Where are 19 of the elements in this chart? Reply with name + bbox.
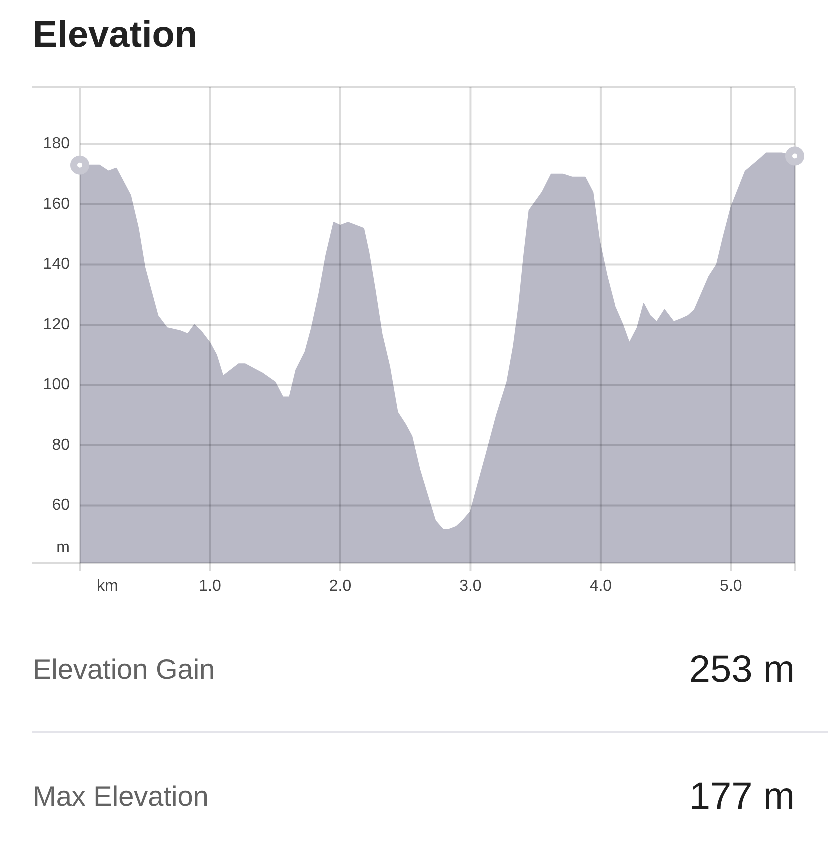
x-tick-label: 2.0 bbox=[329, 578, 352, 596]
y-tick-label: 80 bbox=[52, 436, 70, 454]
y-tick-label: 100 bbox=[43, 376, 70, 394]
text: Max Elevation bbox=[33, 781, 209, 813]
y-tick-label: 160 bbox=[43, 196, 70, 213]
y-tick-label: 60 bbox=[52, 497, 70, 514]
text: Elevation Gain bbox=[33, 654, 216, 686]
x-axis-title: km bbox=[97, 578, 118, 596]
chart-title: Elevation bbox=[33, 13, 198, 57]
x-tick-label: 4.0 bbox=[590, 578, 612, 596]
y-tick-label: 180 bbox=[43, 136, 70, 153]
y-axis-title: m bbox=[56, 539, 70, 556]
text: 253 m bbox=[689, 648, 795, 692]
y-tick-label: 120 bbox=[43, 316, 70, 334]
x-tick-label: 3.0 bbox=[460, 578, 482, 596]
x-tick-label: 1.0 bbox=[199, 578, 222, 596]
x-tick-label: 5.0 bbox=[720, 578, 742, 596]
text: 177 m bbox=[689, 776, 795, 818]
y-tick-label: 140 bbox=[43, 256, 70, 274]
